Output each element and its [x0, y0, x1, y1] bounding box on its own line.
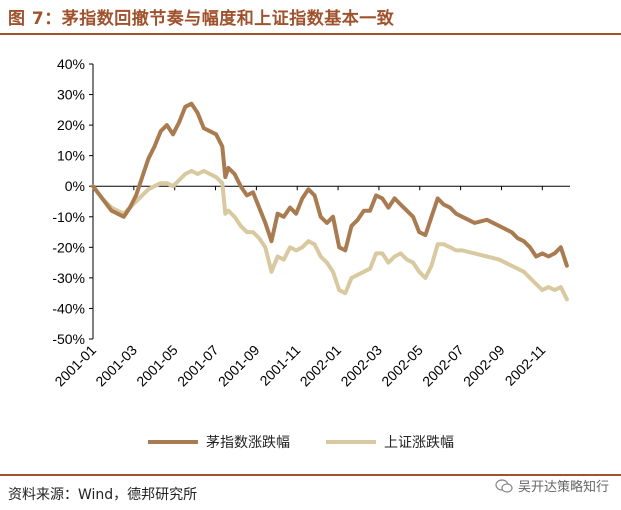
- y-axis: 40% 30% 20% 10% 0% -10% -20% -30% -40% -50%: [52, 56, 94, 347]
- x-tick-label: 2002-05: [378, 342, 426, 390]
- x-tick-label: 2001-01: [51, 342, 99, 390]
- y-tick-label: 0%: [65, 178, 85, 194]
- legend-label-series1: 茅指数涨跌幅: [206, 435, 290, 451]
- watermark: 吴开达策略知行: [495, 476, 609, 495]
- y-tick-label: -10%: [52, 209, 85, 225]
- legend: 茅指数涨跌幅 上证涨跌幅: [148, 432, 454, 452]
- chart-title: 图 7：茅指数回撤节奏与幅度和上证指数基本一致: [8, 9, 395, 29]
- y-tick-label: -50%: [52, 331, 85, 347]
- y-tick-label: 30%: [57, 87, 85, 103]
- x-tick-label: 2001-05: [133, 342, 181, 390]
- legend-item-series1: 茅指数涨跌幅: [148, 432, 290, 452]
- x-tick-label: 2002-09: [460, 342, 508, 390]
- series-group: [91, 101, 569, 302]
- footer-rule: [0, 474, 621, 476]
- x-tick-label: 2002-07: [419, 342, 467, 390]
- x-tick-label: 2001-03: [92, 342, 140, 390]
- y-tick-label: -20%: [52, 239, 85, 255]
- x-tick-label: 2001-07: [174, 342, 222, 390]
- line-chart: 40% 30% 20% 10% 0% -10% -20% -30% -40% -50% 2001-…: [51, 56, 570, 390]
- y-tick-label: -40%: [52, 300, 85, 316]
- x-tick-label: 2002-01: [297, 342, 345, 390]
- y-tick-label: 20%: [57, 117, 85, 133]
- series-line-maozhishu: [91, 101, 569, 268]
- x-tick-label: 2001-11: [256, 342, 303, 389]
- x-tick-label: 2001-09: [215, 342, 263, 390]
- watermark-text: 吴开达策略知行: [517, 480, 609, 495]
- x-tick-label: 2002-03: [337, 342, 385, 390]
- y-tick-label: -30%: [52, 270, 85, 286]
- wechat-icon: [495, 478, 513, 493]
- series-line-shangzheng: [91, 168, 569, 302]
- legend-item-series2: 上证涨跌幅: [326, 432, 454, 452]
- legend-label-series2: 上证涨跌幅: [384, 435, 454, 451]
- legend-swatch-series2: [326, 440, 376, 444]
- y-tick-label: 10%: [57, 148, 85, 164]
- source-note: 资料来源：Wind，德邦研究所: [8, 487, 198, 503]
- x-axis: 2001-012001-032001-052001-072001-092001-…: [51, 185, 570, 390]
- x-tick-label: 2002-11: [502, 342, 549, 389]
- title-rule: [0, 33, 621, 35]
- legend-swatch-series1: [148, 440, 198, 444]
- y-tick-label: 40%: [57, 56, 85, 72]
